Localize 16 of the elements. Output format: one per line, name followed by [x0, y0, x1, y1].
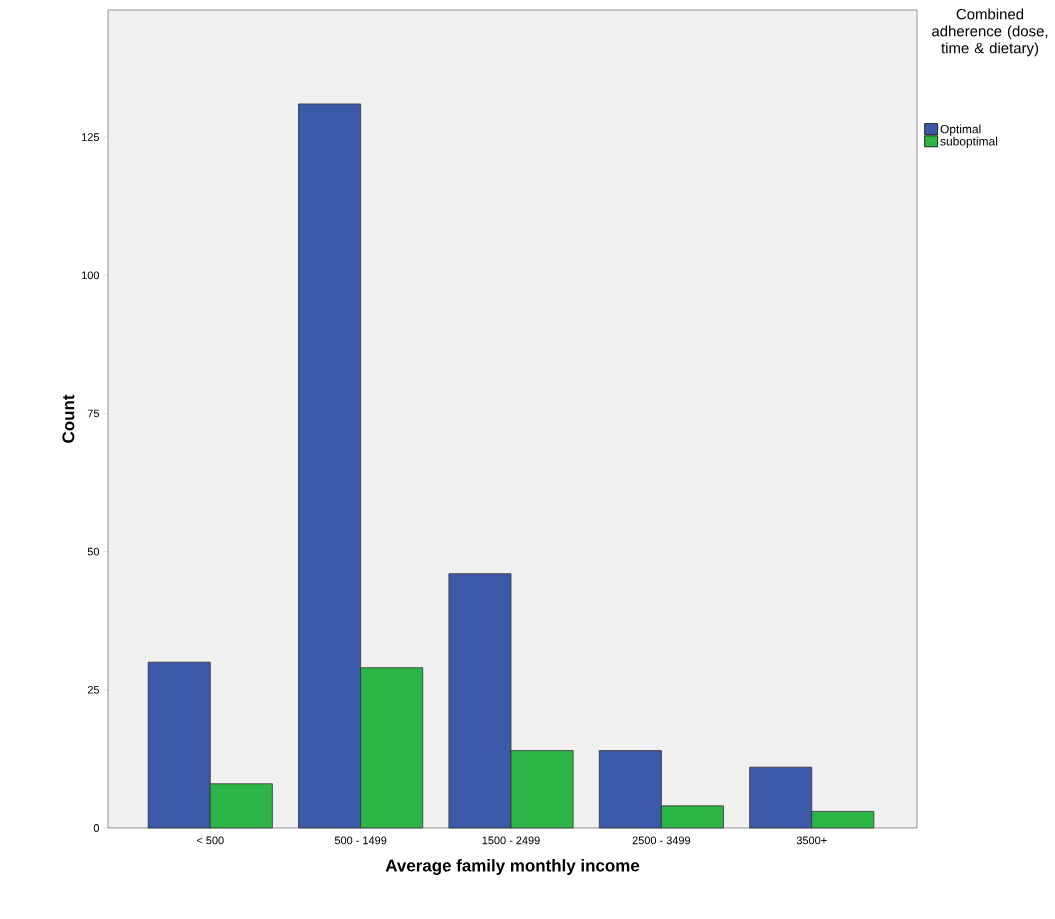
legend-label: suboptimal: [940, 136, 998, 148]
x-axis-title: Average family monthly income: [385, 859, 640, 875]
y-tick-label: 125: [82, 133, 100, 141]
x-tick-label: 500 - 1499: [334, 836, 387, 845]
x-tick-label: < 500: [196, 836, 224, 845]
y-tick-label: 100: [82, 271, 100, 280]
y-axis-title: Count: [62, 394, 75, 443]
legend-title: Combined adherence (dose, time & dietary): [932, 8, 1048, 57]
x-tick-label: 2500 - 3499: [632, 836, 691, 845]
y-tick-label: 75: [87, 409, 100, 418]
x-tick-label: 3500+: [796, 836, 827, 845]
y-tick-label: 50: [87, 547, 100, 556]
y-tick-label: 0: [93, 824, 100, 832]
x-tick-label: 1500 - 2499: [482, 836, 540, 845]
legend-label: Optimal: [940, 124, 981, 136]
y-tick-label: 25: [87, 685, 100, 694]
